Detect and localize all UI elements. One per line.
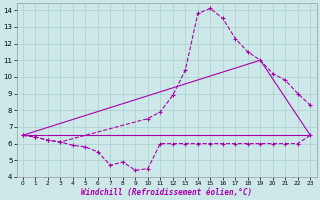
X-axis label: Windchill (Refroidissement éolien,°C): Windchill (Refroidissement éolien,°C) <box>81 188 252 197</box>
